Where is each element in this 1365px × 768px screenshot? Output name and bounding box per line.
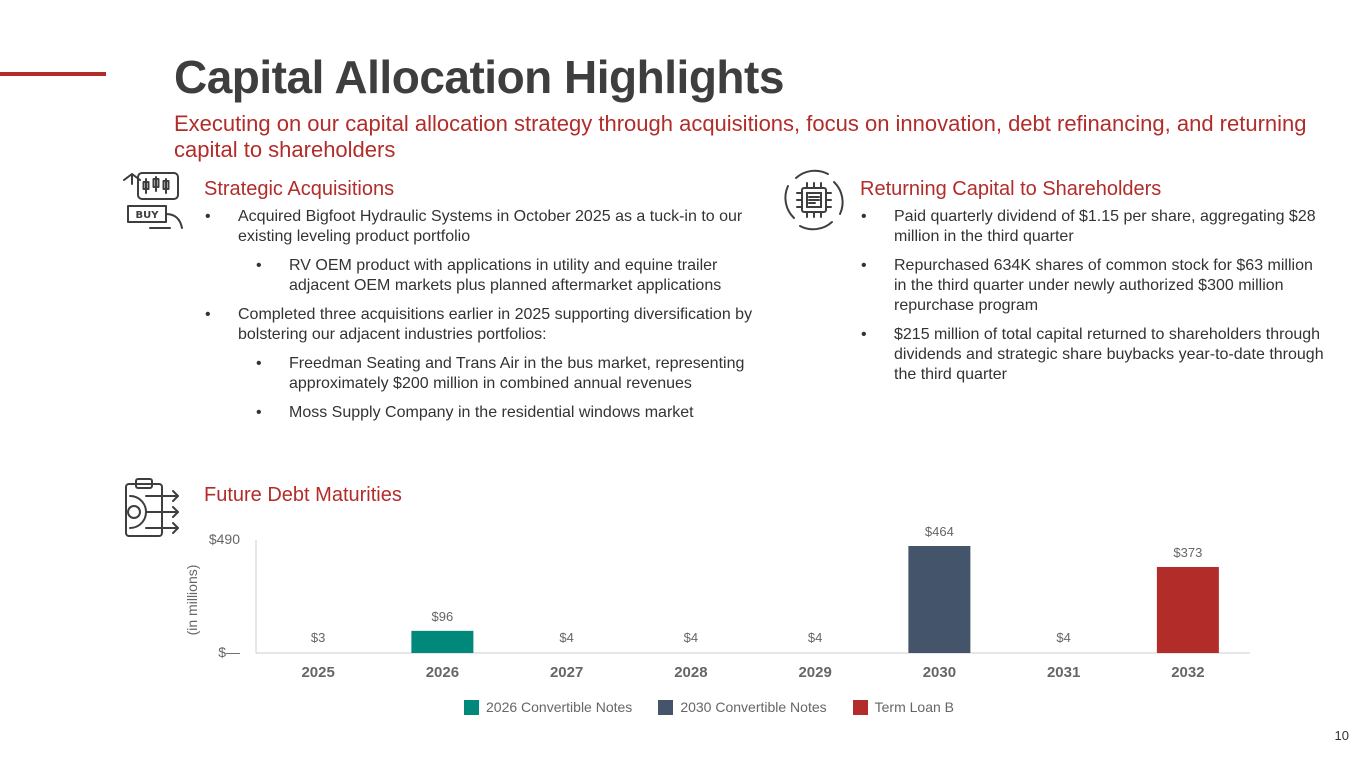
legend-swatch-teal xyxy=(464,699,479,715)
data-label-2025: $3 xyxy=(311,630,325,645)
list-item: Freedman Seating and Trans Air in the bu… xyxy=(256,354,778,394)
x-tick-label-2026: 2026 xyxy=(426,664,459,681)
chip-icon xyxy=(784,169,844,231)
data-label-2029: $4 xyxy=(808,630,822,645)
x-tick-label-2030: 2030 xyxy=(923,664,956,681)
data-label-2030: $464 xyxy=(925,524,954,539)
buy-icon: BUY xyxy=(123,172,183,229)
x-tick-label-2029: 2029 xyxy=(798,664,831,681)
page-title: Capital Allocation Highlights xyxy=(174,51,784,103)
y-axis-label: (in millions) xyxy=(184,565,200,636)
accent-line xyxy=(0,72,106,76)
data-label-2032: $373 xyxy=(1173,545,1202,560)
bar-2032 xyxy=(1156,566,1219,653)
debt-maturities-chart: (in millions) $490 $— $3 2025 $96 2026 $4 202… xyxy=(184,524,1250,681)
bar-2026 xyxy=(411,630,474,653)
future-debt-heading: Future Debt Maturities xyxy=(204,484,402,506)
legend-item: 2030 Convertible Notes xyxy=(658,699,827,715)
svg-text:BUY: BUY xyxy=(136,210,160,221)
x-tick-label-2027: 2027 xyxy=(550,664,583,681)
list-item: Acquired Bigfoot Hydraulic Systems in Oc… xyxy=(205,207,778,247)
legend-item: Term Loan B xyxy=(852,699,954,715)
returning-capital-list: Paid quarterly dividend of $1.15 per sha… xyxy=(861,207,1324,394)
legend-label: 2026 Convertible Notes xyxy=(486,699,633,715)
list-item: Moss Supply Company in the residential w… xyxy=(256,403,778,423)
legend-swatch-slate xyxy=(658,699,674,715)
legend-item: 2026 Convertible Notes xyxy=(464,699,632,715)
page-subtitle: Executing on our capital allocation stra… xyxy=(174,111,1307,162)
x-tick-label-2025: 2025 xyxy=(301,664,334,681)
x-tick-label-2028: 2028 xyxy=(674,664,707,681)
list-item: RV OEM product with applications in util… xyxy=(256,256,778,296)
list-item: Repurchased 634K shares of common stock … xyxy=(861,256,1324,316)
acquisitions-list: Acquired Bigfoot Hydraulic Systems in Oc… xyxy=(205,207,778,432)
list-item: Paid quarterly dividend of $1.15 per sha… xyxy=(861,207,1324,247)
legend-label: Term Loan B xyxy=(874,699,954,715)
list-item: $215 million of total capital returned t… xyxy=(861,325,1324,385)
legend-label: 2030 Convertible Notes xyxy=(680,699,827,715)
chart-legend: 2026 Convertible Notes 2030 Convertible … xyxy=(464,699,954,715)
clipboard-process-icon xyxy=(125,478,179,537)
x-tick-label-2032: 2032 xyxy=(1171,664,1204,681)
data-label-2028: $4 xyxy=(684,630,698,645)
returning-capital-heading: Returning Capital to Shareholders xyxy=(860,178,1162,200)
x-tick-label-2031: 2031 xyxy=(1047,664,1080,681)
data-label-2027: $4 xyxy=(559,630,573,645)
list-item: Completed three acquisitions earlier in … xyxy=(205,305,778,345)
strategic-acquisitions-heading: Strategic Acquisitions xyxy=(204,178,395,200)
legend-swatch-red xyxy=(852,699,868,715)
data-label-2031: $4 xyxy=(1056,630,1070,645)
data-label-2026: $96 xyxy=(432,609,454,624)
y-tick-label-max: $490 xyxy=(209,531,240,547)
y-tick-label-zero: $— xyxy=(218,644,240,660)
bar-2030 xyxy=(908,545,971,653)
page-number: 10 xyxy=(1334,728,1349,743)
